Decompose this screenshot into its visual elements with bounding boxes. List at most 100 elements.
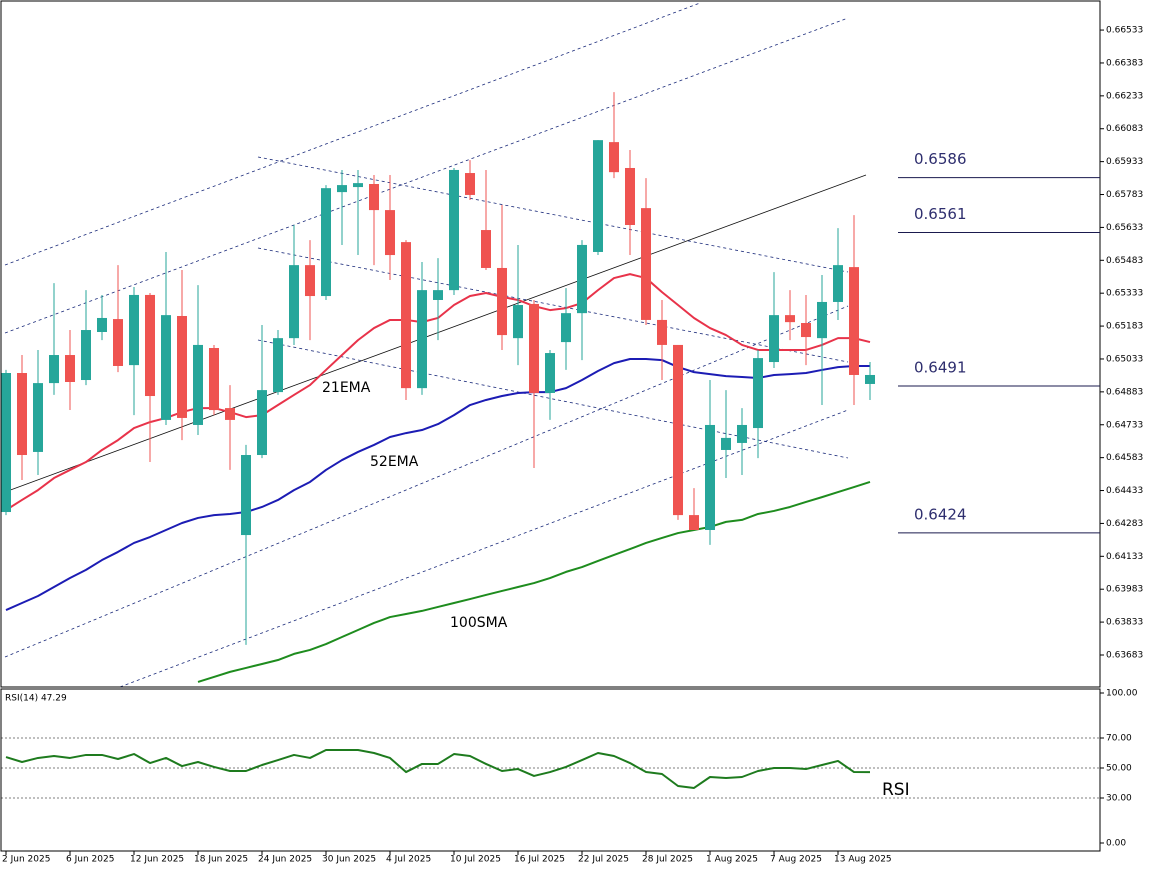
x-tick-label: 22 Jul 2025 <box>578 855 629 865</box>
candle-body <box>17 373 27 456</box>
y-tick-label: 0.64433 <box>1106 486 1143 496</box>
x-tick-label: 13 Aug 2025 <box>834 855 892 865</box>
channel-line <box>119 409 849 687</box>
x-tick-label: 28 Jul 2025 <box>642 855 693 865</box>
candle-body <box>257 390 267 456</box>
y-tick-label: 0.65033 <box>1106 354 1143 364</box>
y-tick-label: 0.65483 <box>1106 256 1143 266</box>
candle-body <box>673 344 683 516</box>
candle-body <box>481 230 491 268</box>
x-tick-label: 16 Jul 2025 <box>514 855 565 865</box>
candle-body <box>401 242 411 389</box>
candle-body <box>625 167 635 225</box>
candle-body <box>353 183 363 188</box>
channel-line <box>257 247 849 363</box>
y-tick-label: 0.66233 <box>1106 91 1143 101</box>
candle-body <box>561 313 571 343</box>
candle-body <box>545 353 555 393</box>
candle-body <box>1 373 11 513</box>
level-label: 0.6491 <box>914 358 967 376</box>
candle-body <box>577 244 587 314</box>
x-tick-label: 4 Jul 2025 <box>386 855 431 865</box>
x-tick-label: 7 Aug 2025 <box>770 855 822 865</box>
rsi-label: RSI <box>882 780 910 800</box>
y-tick-label: 0.64883 <box>1106 387 1143 397</box>
candle-body <box>609 142 619 173</box>
series-label: 100SMA <box>450 615 508 631</box>
level-label: 0.6586 <box>914 150 967 168</box>
y-tick-label: 0.63683 <box>1106 650 1143 660</box>
series-label: 52EMA <box>370 454 419 470</box>
y-tick-label: 0.66383 <box>1106 58 1143 68</box>
rsi-y-tick-label: 30.00 <box>1106 794 1132 804</box>
channel-lines <box>4 2 867 687</box>
candle-body <box>817 301 827 339</box>
x-tick-label: 6 Jun 2025 <box>66 855 114 865</box>
candle-body <box>849 267 859 375</box>
rsi-title: RSI(14) 47.29 <box>5 694 67 704</box>
x-tick-label: 24 Jun 2025 <box>258 855 312 865</box>
candle-body <box>113 319 123 366</box>
y-tick-label: 0.65933 <box>1106 157 1143 167</box>
y-tick-label: 0.64133 <box>1106 552 1143 562</box>
x-tick-label: 12 Jun 2025 <box>130 855 184 865</box>
series-label: 21EMA <box>322 380 371 396</box>
x-tick-label: 18 Jun 2025 <box>194 855 248 865</box>
rsi-y-tick-label: 50.00 <box>1106 764 1132 774</box>
candle-body <box>449 169 459 291</box>
y-tick-label: 0.65783 <box>1106 190 1143 200</box>
candle-body <box>769 315 779 363</box>
y-tick-label: 0.63983 <box>1106 585 1143 595</box>
price-frame <box>0 0 1101 688</box>
y-tick-label: 0.65333 <box>1106 289 1143 299</box>
candle-body <box>49 355 59 384</box>
y-tick-label: 0.64583 <box>1106 453 1143 463</box>
candle-body <box>465 173 475 195</box>
candle-body <box>321 188 331 297</box>
candle-body <box>81 330 91 381</box>
candle-body <box>737 424 747 443</box>
y-tick-label: 0.65633 <box>1106 223 1143 233</box>
moving-average <box>5 357 870 611</box>
rsi-y-tick-label: 70.00 <box>1106 734 1132 744</box>
y-tick-label: 0.64733 <box>1106 420 1143 430</box>
y-tick-label: 0.63833 <box>1106 618 1143 628</box>
price-plot <box>1 92 875 683</box>
rsi-frame <box>0 688 1101 852</box>
candle-body <box>593 140 603 252</box>
x-tick-label: 30 Jun 2025 <box>322 855 376 865</box>
candle-body <box>65 355 75 382</box>
candle-body <box>161 315 171 420</box>
y-tick-label: 0.64283 <box>1106 519 1143 529</box>
candle-body <box>305 265 315 297</box>
y-tick-label: 0.66083 <box>1106 124 1143 134</box>
y-tick-label: 0.66533 <box>1106 26 1143 36</box>
candle-body <box>209 348 219 411</box>
candle-body <box>833 265 843 302</box>
level-label: 0.6561 <box>914 205 967 223</box>
x-tick-label: 10 Jul 2025 <box>450 855 501 865</box>
candle-body <box>145 294 155 397</box>
candle-body <box>497 267 507 336</box>
candle-body <box>417 290 427 389</box>
moving-average <box>197 481 871 683</box>
candle-body <box>337 185 347 193</box>
candle-body <box>225 408 235 420</box>
candle-body <box>641 208 651 320</box>
candle-body <box>241 455 251 536</box>
candle-body <box>657 319 667 345</box>
candle-body <box>433 290 443 300</box>
candle-body <box>289 265 299 339</box>
candle-body <box>33 383 43 452</box>
candle-body <box>129 294 139 366</box>
candle-body <box>801 323 811 338</box>
candle-body <box>385 210 395 256</box>
candle-body <box>369 183 379 211</box>
candle-body <box>785 315 795 323</box>
channel-line <box>4 2 701 266</box>
rsi-plot <box>1 737 1100 799</box>
candle-body <box>529 303 539 393</box>
channel-line <box>4 305 849 658</box>
